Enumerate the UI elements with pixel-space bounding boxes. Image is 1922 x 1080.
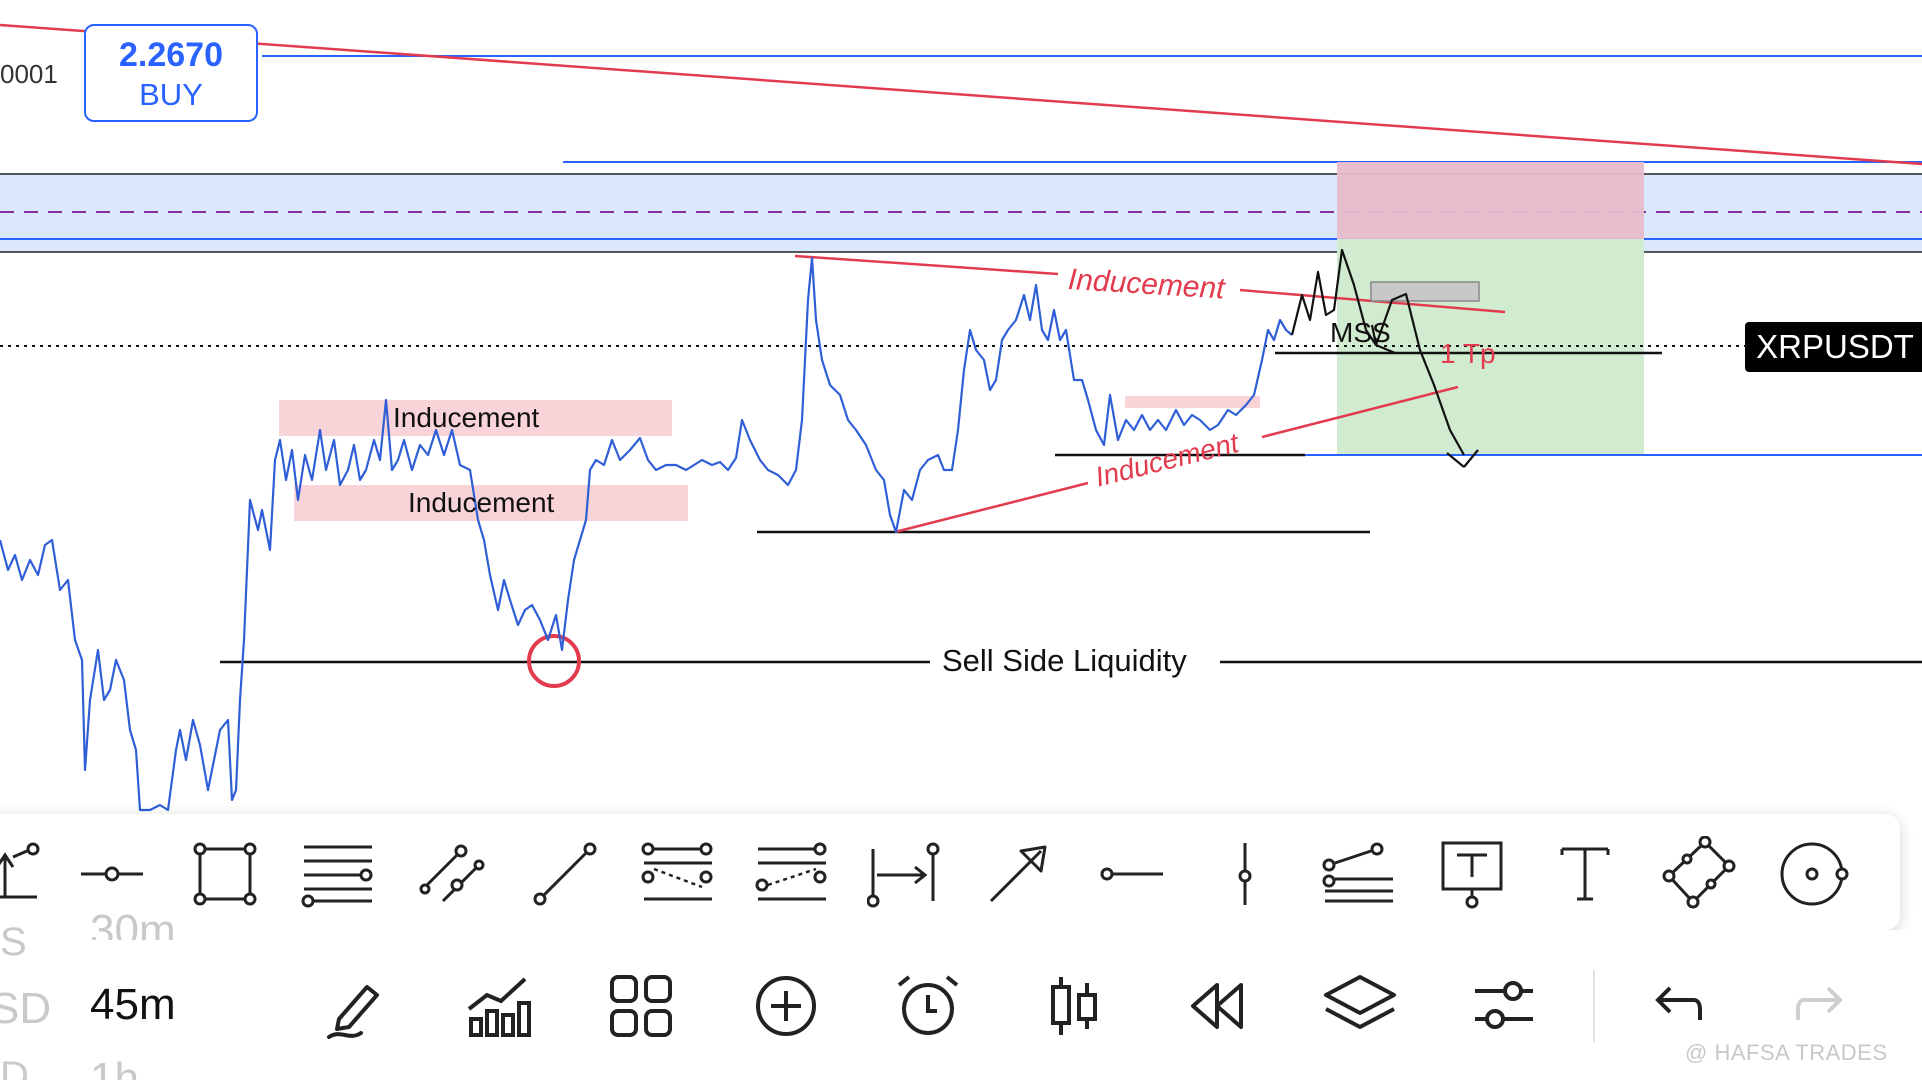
rotated-rectangle-icon[interactable] <box>1657 834 1741 914</box>
toolbar-divider <box>1593 970 1595 1042</box>
brush-icon[interactable] <box>318 968 394 1044</box>
label-tp[interactable]: 1 Tp <box>1440 338 1496 369</box>
inducement-low-line-a[interactable] <box>894 481 1089 534</box>
date-range-icon[interactable] <box>863 834 947 914</box>
vertical-line-icon[interactable] <box>1203 834 1287 914</box>
indicators-icon[interactable] <box>460 968 536 1044</box>
rectangle-icon[interactable] <box>183 834 267 914</box>
add-icon[interactable] <box>748 968 824 1044</box>
entry-box[interactable] <box>1370 281 1480 302</box>
parallel-channel-icon[interactable] <box>410 834 494 914</box>
stop-loss-area[interactable] <box>1337 162 1644 239</box>
trend-line-icon[interactable] <box>523 834 607 914</box>
liquidity-sweep-circle[interactable] <box>527 634 581 688</box>
settings-sliders-icon[interactable] <box>1466 968 1542 1044</box>
bear-trendline[interactable] <box>0 23 1922 166</box>
timeframe-partial-left-mid: SD <box>0 984 52 1033</box>
label-mss[interactable]: MSS <box>1330 317 1391 348</box>
inducement-box-upper[interactable] <box>279 400 672 436</box>
fib-retracement-icon[interactable] <box>296 834 380 914</box>
watermark: @ HAFSA TRADES <box>1685 1040 1888 1065</box>
timeframe-partial-left-bottom: D <box>0 1054 29 1080</box>
projection-arrowhead-2 <box>1446 449 1479 468</box>
timeframe-partial-left-top: S <box>0 920 27 964</box>
projection-arrowhead-1 <box>1370 324 1396 355</box>
projection-path[interactable] <box>1290 248 1465 456</box>
buy-label: BUY <box>139 77 203 112</box>
drawing-toolbar <box>0 814 1900 930</box>
symbol-price-tag[interactable]: XRPUSDT <box>1745 322 1922 372</box>
redo-icon[interactable] <box>1784 968 1860 1044</box>
chart-canvas[interactable] <box>0 0 1922 815</box>
undo-icon[interactable] <box>1638 968 1714 1044</box>
timeframe-1h[interactable]: 1h <box>90 1054 139 1080</box>
timeframe-30m[interactable]: 30m <box>90 906 176 940</box>
bottom-toolbar <box>0 930 1922 1080</box>
label-inducement-box-2[interactable]: Inducement <box>408 487 555 518</box>
text-note-icon[interactable] <box>1430 834 1514 914</box>
horizontal-ray-icon[interactable] <box>70 834 154 914</box>
ray-tool-icon[interactable] <box>0 834 64 914</box>
layers-icon[interactable] <box>1322 968 1398 1044</box>
fib-fan-icon[interactable] <box>1317 834 1401 914</box>
buy-price-value: 2.2670 <box>119 36 223 74</box>
timeframe-45m[interactable]: 45m <box>90 980 176 1029</box>
label-sell-side-liquidity[interactable]: Sell Side Liquidity <box>942 643 1187 678</box>
label-inducement-box-1[interactable]: Inducement <box>393 402 540 433</box>
pitchfork-icon[interactable] <box>750 834 834 914</box>
text-icon[interactable] <box>1543 834 1627 914</box>
candles-icon[interactable] <box>1036 968 1112 1044</box>
inducement-box-lower[interactable] <box>294 485 688 521</box>
chart-area[interactable]: 0001 2.2670 BUY Inducement Inducement In… <box>0 0 1922 815</box>
alarm-icon[interactable] <box>890 968 966 1044</box>
circle-icon[interactable] <box>1770 834 1854 914</box>
inducement-low-line-b[interactable] <box>1261 385 1459 439</box>
inducement-top-line-a[interactable] <box>794 254 1059 276</box>
layouts-icon[interactable] <box>603 968 679 1044</box>
buy-price-tag[interactable]: 2.2670 BUY <box>84 24 258 122</box>
fib-channel-icon[interactable] <box>636 834 720 914</box>
arrow-icon[interactable] <box>976 834 1060 914</box>
horizontal-line-icon[interactable] <box>1090 834 1174 914</box>
rewind-icon[interactable] <box>1178 968 1254 1044</box>
inducement-box-small[interactable] <box>1125 396 1260 408</box>
left-axis-fragment: 0001 <box>0 59 58 89</box>
price-series <box>0 256 1293 812</box>
